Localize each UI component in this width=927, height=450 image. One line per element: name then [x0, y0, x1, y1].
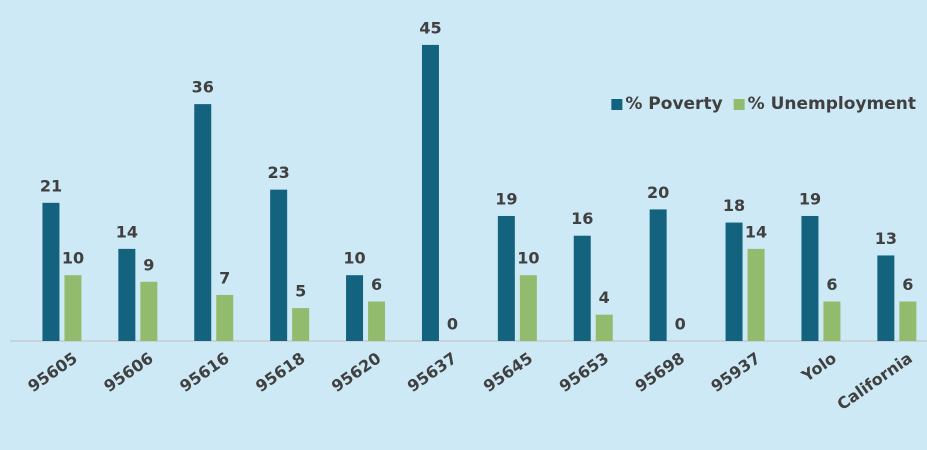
data-label: 19: [799, 189, 821, 208]
data-label: 45: [419, 18, 441, 37]
legend-swatch: [733, 99, 745, 110]
bar: [421, 44, 439, 342]
legend-label: % Unemployment: [748, 94, 916, 114]
data-label: 0: [447, 315, 458, 334]
legend-label: % Poverty: [625, 94, 722, 114]
bar: [497, 215, 515, 341]
bar: [519, 275, 537, 341]
bar: [747, 248, 765, 341]
data-label: 14: [745, 222, 767, 241]
bar: [64, 275, 82, 341]
data-label: 6: [826, 275, 837, 294]
bar: [118, 248, 136, 341]
data-label: 36: [192, 78, 214, 97]
bar: [292, 308, 310, 341]
x-tick-label: Yolo: [797, 348, 840, 386]
data-label: 10: [62, 249, 84, 268]
data-label: 0: [675, 315, 686, 334]
data-label: 20: [647, 183, 669, 202]
data-label: 9: [143, 255, 154, 274]
bar: [194, 104, 212, 342]
x-tick-label: 95606: [100, 348, 157, 395]
bar: [270, 189, 288, 341]
legend: % Poverty % Unemployment: [611, 94, 916, 114]
data-label: 7: [219, 268, 230, 287]
x-tick-label: 95618: [252, 348, 309, 395]
bar: [801, 215, 819, 341]
x-tick-label: 95937: [707, 348, 764, 395]
x-tick-label: 95620: [328, 348, 385, 395]
bar: [42, 202, 60, 341]
bar: [725, 222, 743, 341]
data-label: 23: [268, 163, 290, 182]
bar: [899, 301, 917, 341]
bar: [368, 301, 386, 341]
data-label: 13: [875, 229, 897, 248]
x-tick-label: 95605: [24, 348, 81, 395]
x-tick-label: 95653: [556, 348, 613, 395]
bar: [649, 209, 667, 341]
bar: [346, 275, 364, 341]
data-label: 10: [343, 249, 365, 268]
bar: [877, 255, 895, 341]
data-label: 16: [571, 209, 593, 228]
data-label: 10: [517, 249, 539, 268]
data-label: 6: [371, 275, 382, 294]
x-tick-label: California: [834, 348, 916, 413]
x-tick-label: 95637: [404, 348, 461, 395]
bar: [140, 281, 158, 341]
data-label: 14: [116, 222, 138, 241]
data-label: 6: [902, 275, 913, 294]
data-label: 5: [295, 282, 306, 301]
data-label: 21: [40, 176, 62, 195]
data-label: 4: [599, 288, 610, 307]
legend-swatch: [611, 99, 623, 110]
data-label: 18: [723, 196, 745, 215]
x-tick-label: 95616: [176, 348, 233, 395]
bar: [823, 301, 841, 341]
x-tick-label: 95698: [632, 348, 689, 395]
bar: [573, 235, 591, 341]
bar: [595, 314, 613, 341]
bar: [216, 294, 234, 341]
x-tick-label: 95645: [480, 348, 537, 395]
data-label: 19: [495, 189, 517, 208]
